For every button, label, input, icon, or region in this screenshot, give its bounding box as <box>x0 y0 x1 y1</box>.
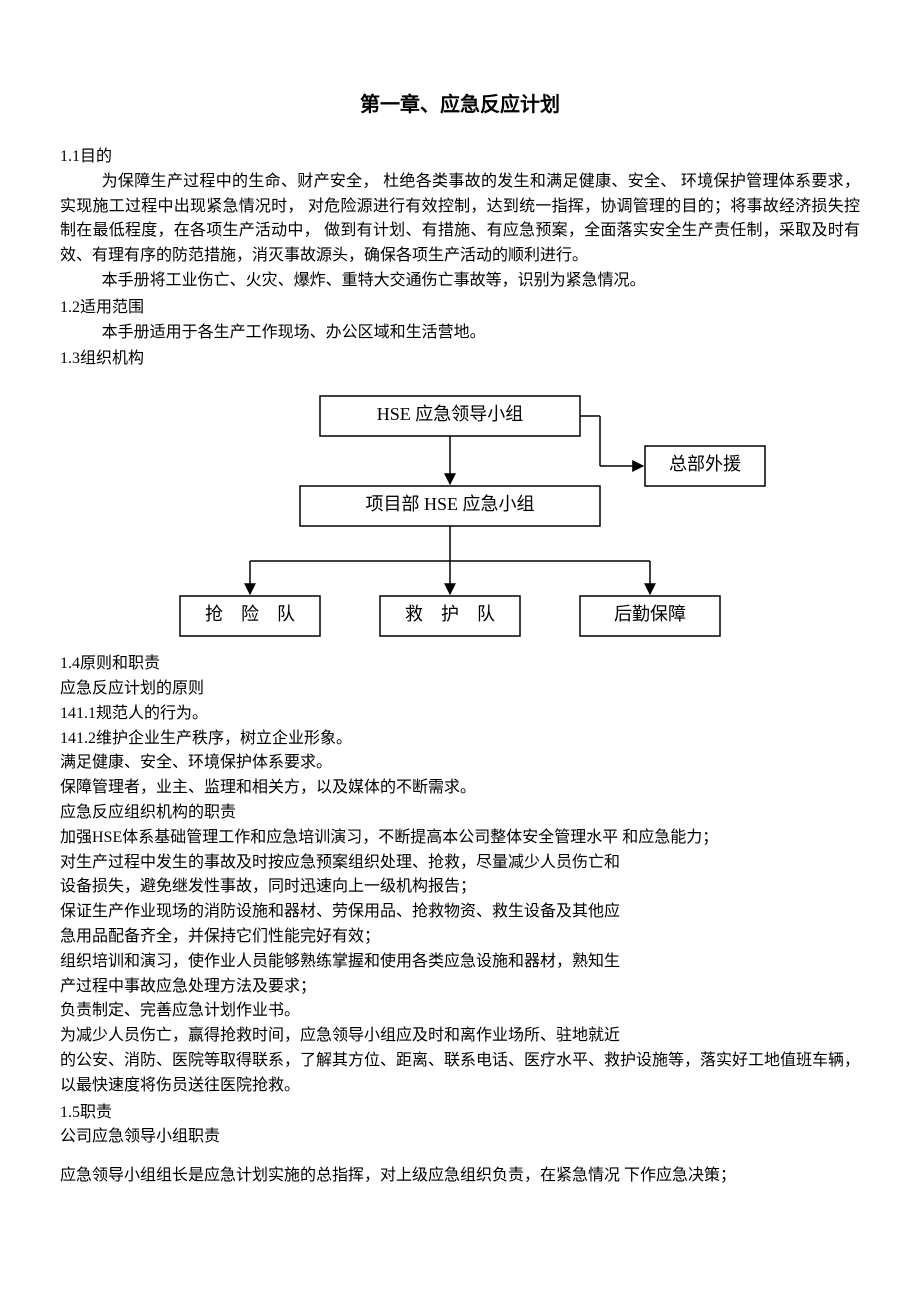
s4-l2: 141.2维护企业生产秩序，树立企业形象。 <box>60 727 860 752</box>
s4-sub1: 应急反应计划的原则 <box>60 677 860 702</box>
s5-sub1: 公司应急领导小组职责 <box>60 1125 860 1150</box>
node-project-label: 项目部 HSE 应急小组 <box>365 494 534 514</box>
s4-l8: 保证生产作业现场的消防设施和器材、劳保用品、抢救物资、救生设备及其他应 <box>60 900 860 925</box>
section-1-1-para-1: 为保障生产过程中的生命、财产安全， 杜绝各类事故的发生和满足健康、安全、 环境保… <box>60 170 860 269</box>
chapter-title: 第一章、应急反应计划 <box>60 90 860 121</box>
section-1-5-head: 1.5职责 <box>60 1101 860 1126</box>
section-1-2-para-1: 本手册适用于各生产工作现场、办公区域和生活营地。 <box>60 321 860 346</box>
node-hq-label: HSE 应急领导小组 <box>377 404 524 424</box>
s4-l5: 加强HSE体系基础管理工作和应急培训演习，不断提高本公司整体安全管理水平 和应急… <box>60 826 860 851</box>
s5-l1: 应急领导小组组长是应急计划实施的总指挥，对上级应急组织负责，在紧急情况 下作应急… <box>60 1164 860 1189</box>
section-1-1-head: 1.1目的 <box>60 145 860 170</box>
s4-sub2: 应急反应组织机构的职责 <box>60 801 860 826</box>
section-1-3-head: 1.3组织机构 <box>60 347 860 372</box>
node-rescue-label: 抢 险 队 <box>205 604 295 624</box>
section-1-4-head: 1.4原则和职责 <box>60 652 860 677</box>
s4-l6: 对生产过程中发生的事故及时按应急预案组织处理、抢救，尽量减少人员伤亡和 <box>60 851 860 876</box>
s4-l7: 设备损失，避免继发性事故，同时迅速向上一级机构报告； <box>60 875 860 900</box>
section-1-1-para-2: 本手册将工业伤亡、火灾、爆炸、重特大交通伤亡事故等，识别为紧急情况。 <box>60 269 860 294</box>
spacer <box>60 1150 860 1164</box>
node-medical-label: 救 护 队 <box>405 604 495 624</box>
s4-l14: 的公安、消防、医院等取得联系，了解其方位、距离、联系电话、医疗水平、救护设施等，… <box>60 1049 860 1099</box>
s4-l11: 产过程中事故应急处理方法及要求； <box>60 975 860 1000</box>
s4-l12: 负责制定、完善应急计划作业书。 <box>60 999 860 1024</box>
s4-l10: 组织培训和演习，使作业人员能够熟练掌握和使用各类应急设施和器材，熟知生 <box>60 950 860 975</box>
s4-l3: 满足健康、安全、环境保护体系要求。 <box>60 751 860 776</box>
s4-l1: 141.1规范人的行为。 <box>60 702 860 727</box>
node-logistic-label: 后勤保障 <box>614 604 686 624</box>
org-chart: HSE 应急领导小组 总部外援 项目部 HSE 应急小组 抢 险 队 救 护 队… <box>140 386 780 646</box>
org-chart-svg: HSE 应急领导小组 总部外援 项目部 HSE 应急小组 抢 险 队 救 护 队… <box>140 386 780 646</box>
s4-l4: 保障管理者，业主、监理和相关方，以及媒体的不断需求。 <box>60 776 860 801</box>
node-external-label: 总部外援 <box>669 454 741 474</box>
section-1-2-head: 1.2适用范围 <box>60 296 860 321</box>
s4-l9: 急用品配备齐全，并保持它们性能完好有效； <box>60 925 860 950</box>
s4-l13: 为减少人员伤亡，赢得抢救时间，应急领导小组应及时和离作业场所、驻地就近 <box>60 1024 860 1049</box>
